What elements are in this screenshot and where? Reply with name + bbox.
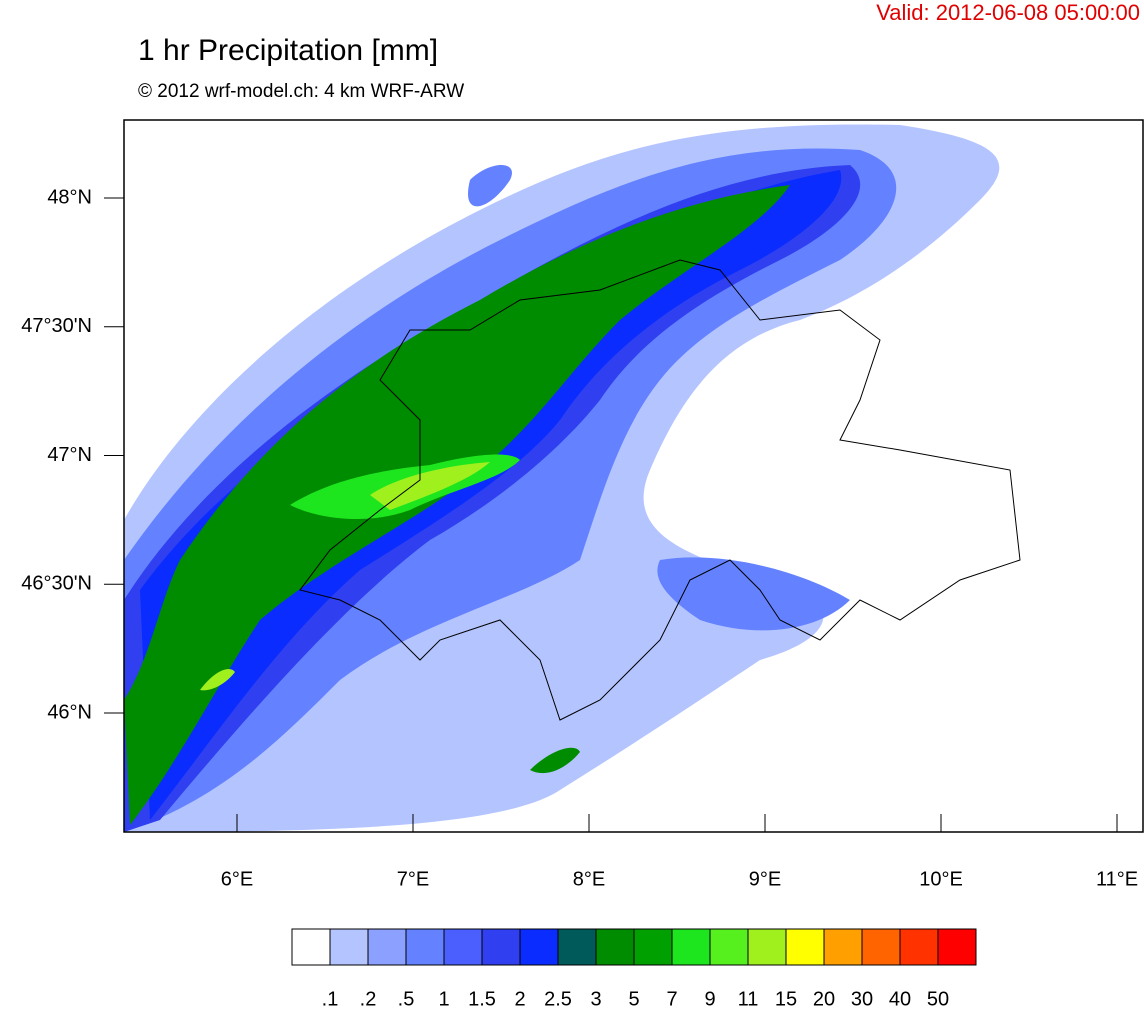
legend-swatch <box>671 928 711 966</box>
legend-label: 15 <box>775 988 797 1010</box>
map-frame <box>123 119 1144 833</box>
legend-swatch <box>747 928 787 966</box>
legend-label: 5 <box>628 988 639 1010</box>
lat-tick-label: 48°N <box>47 186 92 208</box>
legend-swatch <box>709 928 749 966</box>
precip-area <box>124 148 897 832</box>
lon-tick-label: 10°E <box>919 868 963 890</box>
legend-label: 2.5 <box>544 988 572 1010</box>
legend-label: 40 <box>889 988 911 1010</box>
legend-label: 1.5 <box>468 988 496 1010</box>
map-title: 1 hr Precipitation [mm] <box>138 34 438 67</box>
lon-tick-label: 6°E <box>221 868 253 890</box>
legend-swatch <box>519 928 559 966</box>
lon-tick-label: 7°E <box>397 868 429 890</box>
precip-area <box>468 165 850 631</box>
lon-tick-label: 8°E <box>573 868 605 890</box>
legend-swatch <box>633 928 673 966</box>
legend-label: 1 <box>438 988 449 1010</box>
borders <box>299 259 1021 721</box>
valid-time: Valid: 2012-06-08 05:00:00 <box>876 0 1140 25</box>
lat-tick-label: 46°N <box>47 701 92 723</box>
precip-field <box>124 124 1000 832</box>
lon-tick-label: 11°E <box>1096 868 1138 890</box>
legend-swatch <box>405 928 445 966</box>
legend-label: 11 <box>738 988 759 1010</box>
legend-swatch <box>823 928 863 966</box>
lat-tick-label: 47°N <box>47 444 92 466</box>
legend-swatch <box>443 928 483 966</box>
legend-label: 3 <box>590 988 601 1010</box>
precip-area <box>124 165 861 832</box>
legend-swatch <box>595 928 635 966</box>
legend-swatch <box>557 928 597 966</box>
legend-swatch <box>861 928 901 966</box>
precip-area <box>124 185 790 825</box>
legend-label: 7 <box>666 988 677 1010</box>
lon-tick-label: 9°E <box>749 868 781 890</box>
lat-tick-label: 46°30'N <box>21 573 92 595</box>
legend-label: 50 <box>927 988 949 1010</box>
map-subtitle: © 2012 wrf-model.ch: 4 km WRF-ARW <box>138 81 464 102</box>
legend-swatch <box>329 928 369 966</box>
legend-label: .2 <box>360 988 377 1010</box>
legend-label: 9 <box>704 988 715 1010</box>
precip-area <box>530 747 580 774</box>
legend-swatch <box>937 928 977 966</box>
legend-label: 20 <box>813 988 835 1010</box>
legend-label: .1 <box>322 988 339 1010</box>
legend-swatch <box>481 928 521 966</box>
legend-swatch <box>785 928 825 966</box>
legend-label: 30 <box>851 988 873 1010</box>
legend-swatch <box>367 928 407 966</box>
lat-tick-label: 47°30'N <box>21 315 92 337</box>
legend-swatch <box>899 928 939 966</box>
legend-label: .5 <box>398 988 415 1010</box>
legend-label: 2 <box>514 988 525 1010</box>
legend-swatch <box>291 928 331 966</box>
